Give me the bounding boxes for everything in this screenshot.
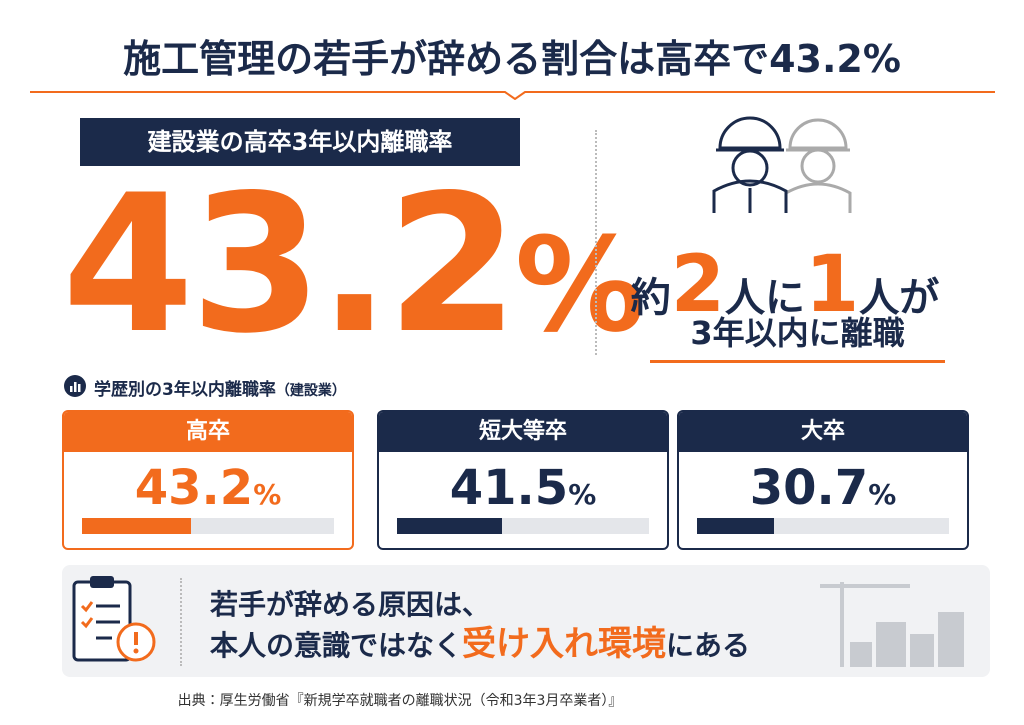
cause-highlight: 受け入れ環境 bbox=[462, 624, 667, 664]
bar bbox=[697, 518, 775, 534]
rate-card: 大卒 30.7% bbox=[677, 410, 969, 550]
card-value: 41.5 bbox=[449, 460, 569, 516]
bar-track bbox=[397, 518, 649, 534]
bar bbox=[82, 518, 191, 534]
hero-value-wrap: 43.2% bbox=[62, 170, 645, 380]
cause-text: にある bbox=[666, 629, 751, 662]
cause-panel bbox=[62, 565, 990, 677]
breakdown-note: （建設業） bbox=[275, 383, 346, 399]
hero-badge: 建設業の高卒3年以内離職率 bbox=[80, 118, 520, 166]
bar-track bbox=[697, 518, 949, 534]
card-unit: % bbox=[568, 478, 597, 511]
card-value-wrap: 43.2% bbox=[64, 460, 352, 523]
ratio-number: 2 bbox=[670, 240, 725, 330]
ratio-text: 人が bbox=[859, 275, 940, 321]
worker-icons bbox=[712, 116, 852, 213]
card-unit: % bbox=[868, 478, 897, 511]
card-unit: % bbox=[253, 478, 282, 511]
cause-line1: 若手が辞める原因は、 bbox=[210, 588, 491, 621]
divider bbox=[595, 130, 597, 355]
ratio-prefix: 約 bbox=[630, 275, 671, 321]
card-label: 高卒 bbox=[64, 412, 352, 452]
rate-card: 高卒 43.2% bbox=[62, 410, 354, 550]
cause-line2: 本人の意識ではなく受け入れ環境にある bbox=[210, 622, 750, 668]
cause-text: 本人の意識ではなく bbox=[210, 629, 463, 662]
card-value-wrap: 30.7% bbox=[679, 460, 967, 523]
ratio-caption: 3年以内に離職 bbox=[650, 308, 945, 363]
ratio-text: 人に bbox=[725, 275, 805, 321]
cause-divider bbox=[180, 578, 182, 666]
breakdown-label-wrap: 学歴別の3年以内離職率（建設業） bbox=[94, 375, 346, 400]
breakdown-label: 学歴別の3年以内離職率 bbox=[94, 380, 276, 400]
card-value: 30.7 bbox=[749, 460, 869, 516]
construction-icon bbox=[820, 582, 964, 667]
ratio-line: 約2人に1人が bbox=[615, 245, 955, 338]
source: 出典：厚生労働省『新規学卒就職者の離職状況（令和3年3月卒業者）』 bbox=[177, 693, 623, 709]
card-label: 大卒 bbox=[679, 412, 967, 452]
hero-value: 43.2 bbox=[62, 154, 519, 375]
bar-track bbox=[82, 518, 334, 534]
chart-icon bbox=[64, 375, 86, 397]
bar bbox=[397, 518, 502, 534]
title-rule bbox=[30, 91, 995, 100]
rate-card: 短大等卒 41.5% bbox=[377, 410, 669, 550]
card-value-wrap: 41.5% bbox=[379, 460, 667, 523]
ratio-number: 1 bbox=[805, 240, 860, 330]
title: 施工管理の若手が辞める割合は高卒で43.2% bbox=[123, 37, 901, 81]
clipboard-icon bbox=[72, 576, 156, 662]
hero-unit: % bbox=[514, 209, 645, 361]
card-value: 43.2 bbox=[134, 460, 254, 516]
card-label: 短大等卒 bbox=[379, 412, 667, 452]
